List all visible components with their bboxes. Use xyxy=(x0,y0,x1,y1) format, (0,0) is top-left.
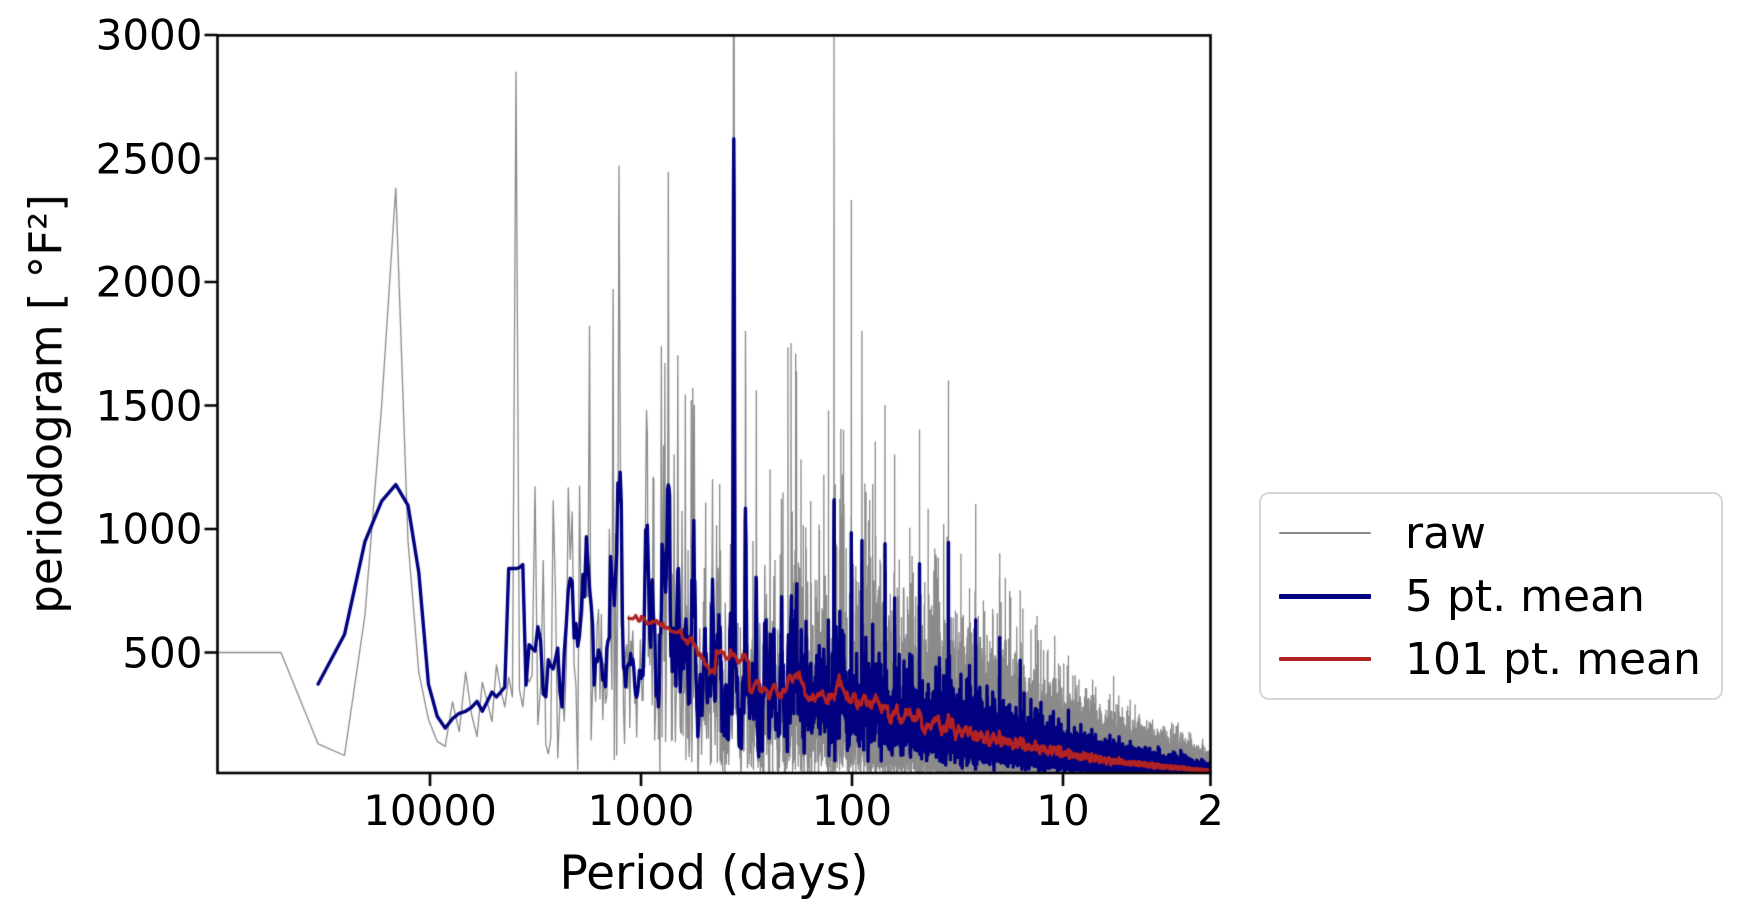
legend: raw 5 pt. mean 101 pt. mean xyxy=(1259,492,1723,700)
legend-line-sample xyxy=(1279,593,1371,599)
legend-label: raw xyxy=(1405,507,1487,559)
y-axis-label: periodogram [ °F²] xyxy=(19,194,73,614)
x-tick-label: 1000 xyxy=(587,786,695,835)
legend-line-sample xyxy=(1279,657,1371,661)
legend-label: 101 pt. mean xyxy=(1405,633,1701,685)
y-tick-label: 500 xyxy=(122,628,203,677)
legend-label: 5 pt. mean xyxy=(1405,570,1645,622)
legend-item-raw: raw xyxy=(1261,502,1721,565)
x-tick-label: 100 xyxy=(811,786,893,835)
x-tick-label: 2 xyxy=(1197,786,1224,835)
y-tick-label: 3000 xyxy=(95,10,203,60)
y-tick-label: 2500 xyxy=(95,134,203,183)
legend-item-5-pt-mean: 5 pt. mean xyxy=(1261,565,1721,628)
x-axis-label: Period (days) xyxy=(559,846,869,901)
x-tick-label: 10 xyxy=(1036,786,1090,835)
y-tick-label: 2000 xyxy=(95,257,203,307)
legend-line-sample xyxy=(1279,532,1371,534)
y-tick-label: 1000 xyxy=(95,504,203,554)
x-tick-label: 10000 xyxy=(363,786,497,835)
legend-item-101-pt-mean: 101 pt. mean xyxy=(1261,628,1721,691)
y-tick-label: 1500 xyxy=(95,381,203,430)
